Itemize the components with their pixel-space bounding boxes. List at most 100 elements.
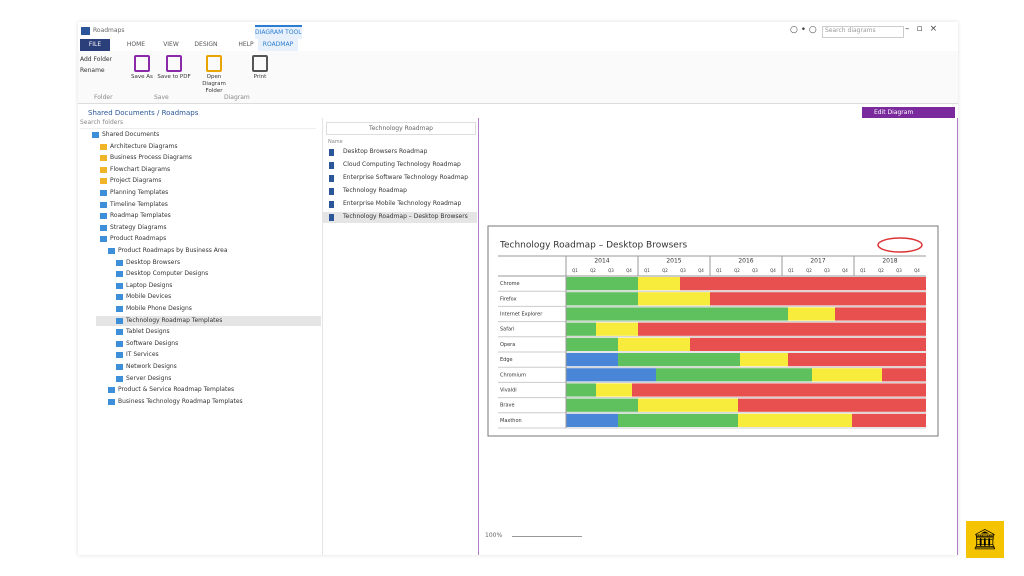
roadmap-bar bbox=[638, 322, 926, 336]
preview-panel bbox=[478, 118, 958, 555]
tree-item[interactable]: Architecture Diagrams bbox=[110, 142, 178, 150]
tree-icon bbox=[116, 306, 123, 312]
ribbon bbox=[78, 51, 958, 104]
ribbon-button[interactable]: Rename bbox=[80, 67, 105, 74]
tree-search[interactable]: Search folders bbox=[80, 119, 316, 129]
quarter-label: Q2 bbox=[806, 268, 812, 273]
roadmap-bar bbox=[566, 398, 638, 412]
ribbon-tab[interactable]: ROADMAP bbox=[258, 39, 298, 51]
tree-item[interactable]: Mobile Phone Designs bbox=[126, 305, 192, 312]
tree-item[interactable]: Mobile Devices bbox=[126, 293, 172, 301]
ribbon-tab[interactable]: VIEW bbox=[163, 41, 179, 48]
list-item[interactable]: Enterprise Mobile Technology Roadmap bbox=[343, 200, 462, 207]
window-controls[interactable]: –▫× bbox=[905, 24, 945, 34]
app-icon bbox=[81, 27, 90, 35]
tree-icon bbox=[100, 155, 107, 162]
tree-item[interactable]: Product & Service Roadmap Templates bbox=[118, 386, 235, 394]
ribbon-button[interactable]: Save to PDF bbox=[157, 74, 191, 80]
roadmap-bar bbox=[596, 322, 638, 336]
tree-item[interactable]: IT Services bbox=[126, 351, 159, 359]
year-label: 2015 bbox=[666, 258, 681, 265]
roadmap-bar bbox=[566, 337, 618, 351]
list-icon bbox=[329, 188, 334, 195]
tree-icon bbox=[116, 340, 123, 347]
ribbon-tab[interactable]: HOME bbox=[126, 41, 146, 48]
list-item[interactable]: Desktop Browsers Roadmap bbox=[343, 148, 428, 155]
tree-item[interactable]: Roadmap Templates bbox=[110, 212, 171, 220]
tree-item[interactable]: Product Roadmaps bbox=[110, 235, 167, 243]
tree-item[interactable]: Flowchart Diagrams bbox=[110, 165, 171, 173]
tree-icon bbox=[116, 364, 123, 370]
roadmap-title: Technology Roadmap – Desktop Browsers bbox=[499, 241, 688, 251]
ribbon-tab[interactable]: HELP bbox=[238, 41, 254, 48]
row-label: Opera bbox=[500, 342, 515, 348]
tree-item[interactable]: Product Roadmaps by Business Area bbox=[118, 247, 228, 254]
tree-item[interactable]: Strategy Diagrams bbox=[110, 223, 167, 231]
row-label: Vivaldi bbox=[500, 388, 517, 394]
tree-item[interactable]: Business Process Diagrams bbox=[110, 154, 192, 162]
window-controls[interactable]: ○ • ○ bbox=[790, 25, 817, 35]
quarter-label: Q1 bbox=[572, 268, 578, 273]
list-item[interactable]: Technology Roadmap – Desktop Browsers bbox=[343, 213, 468, 220]
roadmap-bar bbox=[566, 322, 596, 336]
tree-icon bbox=[92, 132, 99, 138]
zoom-label[interactable]: 100% bbox=[485, 532, 503, 539]
list-item[interactable]: Cloud Computing Technology Roadmap bbox=[343, 161, 461, 168]
ribbon-button[interactable]: Open Diagram Folder bbox=[202, 74, 226, 94]
list-icon bbox=[329, 214, 334, 221]
breadcrumb: Shared Documents / Roadmaps bbox=[88, 109, 199, 117]
tree-icon bbox=[100, 236, 107, 243]
quarter-label: Q4 bbox=[626, 268, 632, 273]
tree-item[interactable]: Timeline Templates bbox=[110, 200, 168, 208]
roadmap-bar bbox=[566, 383, 596, 397]
ribbon-button[interactable]: Print bbox=[253, 74, 267, 80]
search-placeholder[interactable]: Search diagrams bbox=[825, 27, 876, 34]
tree-item[interactable]: Desktop Browsers bbox=[126, 258, 181, 266]
roadmap-bar bbox=[788, 353, 926, 367]
roadmap-bar bbox=[632, 383, 926, 397]
list-selection bbox=[323, 212, 477, 223]
quarter-label: Q2 bbox=[590, 268, 596, 273]
list-icon bbox=[329, 162, 334, 169]
tree-item[interactable]: Planning Templates bbox=[110, 189, 169, 196]
quarter-label: Q1 bbox=[860, 268, 866, 273]
tree-item[interactable]: Technology Roadmap Templates bbox=[126, 316, 223, 324]
tree-item[interactable]: Software Designs bbox=[126, 339, 179, 347]
roadmap-bar bbox=[618, 413, 738, 427]
edit-button[interactable]: Edit Diagram bbox=[862, 107, 955, 118]
tree-item[interactable]: Project Diagrams bbox=[110, 177, 162, 185]
tree-item[interactable]: Desktop Computer Designs bbox=[126, 270, 209, 278]
quarter-label: Q4 bbox=[914, 268, 920, 273]
list-item[interactable]: Enterprise Software Technology Roadmap bbox=[343, 174, 469, 181]
search-box[interactable] bbox=[822, 26, 904, 38]
quarter-label: Q2 bbox=[734, 268, 740, 273]
roadmap-bar bbox=[638, 398, 738, 412]
tree-item[interactable]: Shared Documents bbox=[102, 131, 160, 138]
quarter-label: Q3 bbox=[752, 268, 758, 273]
ribbon-tab[interactable]: DESIGN bbox=[194, 41, 218, 48]
tree-item[interactable]: Network Designs bbox=[126, 363, 177, 370]
tree-icon bbox=[100, 178, 107, 185]
roadmap-bar bbox=[738, 398, 926, 412]
ribbon-button[interactable]: Add Folder bbox=[80, 56, 113, 63]
tree-item[interactable]: Laptop Designs bbox=[126, 281, 173, 289]
list-column: Name bbox=[328, 139, 343, 145]
tree-item[interactable]: Business Technology Roadmap Templates bbox=[118, 397, 243, 405]
ribbon-group-label: Folder bbox=[94, 94, 113, 101]
home-icon[interactable]: 🏛 bbox=[966, 521, 1004, 558]
tree-icon bbox=[116, 317, 123, 324]
tree-item[interactable]: Tablet Designs bbox=[126, 328, 170, 336]
roadmap-bar bbox=[710, 292, 926, 306]
zoom-slider[interactable] bbox=[512, 536, 582, 537]
quarter-label: Q1 bbox=[716, 268, 722, 273]
ribbon-button[interactable]: Save As bbox=[131, 74, 153, 80]
quarter-label: Q2 bbox=[662, 268, 668, 273]
tree-icon bbox=[116, 329, 123, 336]
roadmap-bar bbox=[566, 292, 638, 306]
ribbon-tab[interactable]: FILE bbox=[80, 39, 110, 51]
tree-item[interactable]: Server Designs bbox=[126, 374, 172, 382]
list-item[interactable]: Technology Roadmap bbox=[343, 187, 407, 194]
roadmap-bar bbox=[566, 307, 788, 321]
tree-icon bbox=[100, 213, 107, 220]
